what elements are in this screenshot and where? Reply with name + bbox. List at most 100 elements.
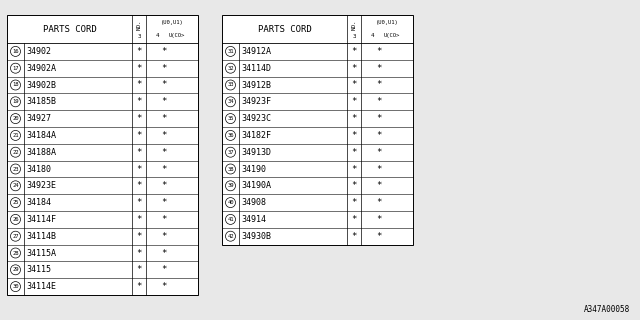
Text: *: * [136, 97, 141, 106]
Text: *: * [351, 198, 356, 207]
Text: 34182F: 34182F [241, 131, 271, 140]
Text: *: * [161, 215, 166, 224]
Text: 24: 24 [12, 183, 19, 188]
Text: *: * [136, 215, 141, 224]
Text: *: * [136, 64, 141, 73]
Text: 40: 40 [227, 200, 234, 205]
Text: 34188A: 34188A [26, 148, 56, 157]
Text: *: * [351, 114, 356, 123]
Text: 34184: 34184 [26, 198, 51, 207]
Text: *: * [376, 215, 381, 224]
Text: *: * [161, 114, 166, 123]
Text: *: * [351, 148, 356, 157]
Text: *: * [351, 81, 356, 90]
Text: 34923F: 34923F [241, 97, 271, 106]
Text: 41: 41 [227, 217, 234, 222]
Text: 34930B: 34930B [241, 232, 271, 241]
Text: *: * [136, 114, 141, 123]
Text: 34908: 34908 [241, 198, 266, 207]
Text: 34115A: 34115A [26, 249, 56, 258]
Text: U(CO>: U(CO> [169, 33, 186, 38]
Text: 34927: 34927 [26, 114, 51, 123]
Text: 4: 4 [371, 33, 374, 38]
Text: 37: 37 [227, 150, 234, 155]
Text: 34115: 34115 [26, 265, 51, 274]
Text: *: * [351, 47, 356, 56]
Text: *: * [161, 198, 166, 207]
Text: *: * [161, 282, 166, 291]
Text: *: * [136, 181, 141, 190]
Text: 34: 34 [227, 99, 234, 104]
Text: 19: 19 [12, 99, 19, 104]
Text: *: * [351, 131, 356, 140]
Text: 34912A: 34912A [241, 47, 271, 56]
Text: *: * [136, 164, 141, 173]
Text: *: * [136, 282, 141, 291]
Text: 34180: 34180 [26, 164, 51, 173]
Text: *: * [376, 198, 381, 207]
Text: 36: 36 [227, 133, 234, 138]
Text: 34902: 34902 [26, 47, 51, 56]
Text: 34190: 34190 [241, 164, 266, 173]
Text: (U0,U1): (U0,U1) [376, 20, 398, 25]
Text: *: * [376, 181, 381, 190]
Text: PARTS CORD: PARTS CORD [258, 25, 312, 34]
Text: 34902A: 34902A [26, 64, 56, 73]
Text: *: * [136, 232, 141, 241]
Text: *: * [136, 249, 141, 258]
Text: *: * [161, 232, 166, 241]
Text: *: * [376, 148, 381, 157]
Text: *: * [351, 215, 356, 224]
Text: 34923E: 34923E [26, 181, 56, 190]
Text: 32: 32 [227, 66, 234, 71]
Text: 4: 4 [156, 33, 159, 38]
Text: *: * [351, 64, 356, 73]
Text: 27: 27 [12, 234, 19, 239]
Text: 20: 20 [12, 116, 19, 121]
Text: 26: 26 [12, 217, 19, 222]
Text: *: * [161, 81, 166, 90]
Text: 21: 21 [12, 133, 19, 138]
Text: *: * [351, 232, 356, 241]
Text: 34923C: 34923C [241, 114, 271, 123]
Text: 34114D: 34114D [241, 64, 271, 73]
Text: *: * [376, 131, 381, 140]
Text: 17: 17 [12, 66, 19, 71]
Text: 22: 22 [12, 150, 19, 155]
Text: 42: 42 [227, 234, 234, 239]
Text: *: * [161, 64, 166, 73]
Text: *: * [136, 81, 141, 90]
Text: 34114B: 34114B [26, 232, 56, 241]
Text: A347A00058: A347A00058 [584, 305, 630, 314]
Text: 34913D: 34913D [241, 148, 271, 157]
Text: *: * [376, 64, 381, 73]
Text: *: * [161, 181, 166, 190]
Text: 34190A: 34190A [241, 181, 271, 190]
Text: 30: 30 [12, 284, 19, 289]
Text: PARTS CORD: PARTS CORD [43, 25, 97, 34]
Text: 34912B: 34912B [241, 81, 271, 90]
Text: 34114E: 34114E [26, 282, 56, 291]
Text: 34185B: 34185B [26, 97, 56, 106]
Text: 28: 28 [12, 251, 19, 255]
Text: *: * [136, 198, 141, 207]
Text: 38: 38 [227, 166, 234, 172]
Text: *: * [376, 81, 381, 90]
Text: 3: 3 [137, 34, 141, 39]
Bar [222, 15, 413, 244]
Text: *: * [136, 265, 141, 274]
Text: (U0,U1): (U0,U1) [161, 20, 184, 25]
Text: 18: 18 [12, 83, 19, 87]
Text: *: * [161, 47, 166, 56]
Text: NO.: NO. [351, 20, 356, 30]
Text: 39: 39 [227, 183, 234, 188]
Text: 3: 3 [352, 34, 356, 39]
Text: 34184A: 34184A [26, 131, 56, 140]
Text: U(CO>: U(CO> [384, 33, 401, 38]
Text: *: * [161, 97, 166, 106]
Text: 16: 16 [12, 49, 19, 54]
Text: *: * [161, 164, 166, 173]
Text: *: * [351, 181, 356, 190]
Text: *: * [376, 232, 381, 241]
Text: *: * [136, 47, 141, 56]
